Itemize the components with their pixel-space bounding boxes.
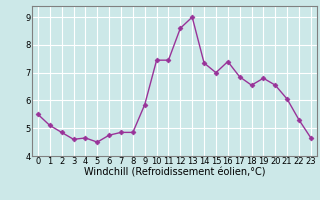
X-axis label: Windchill (Refroidissement éolien,°C): Windchill (Refroidissement éolien,°C) — [84, 168, 265, 178]
